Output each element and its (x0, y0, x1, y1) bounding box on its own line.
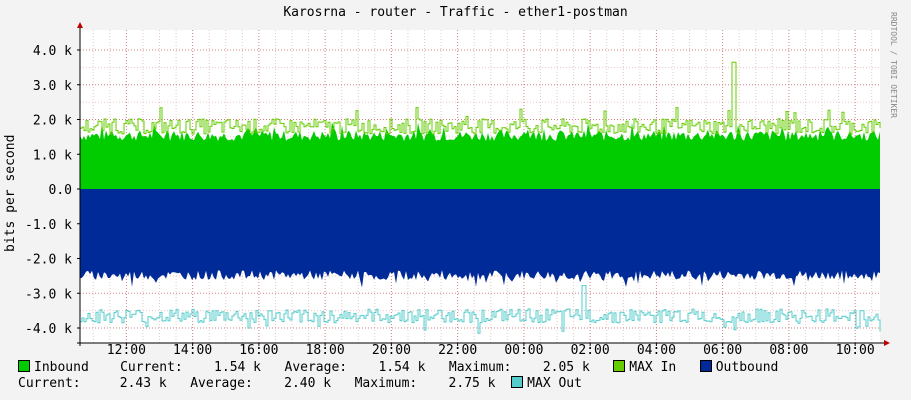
legend-max-out-label: MAX Out (527, 376, 582, 391)
legend-inbound-average-label: Average: (284, 360, 348, 375)
series-layer (80, 61, 881, 334)
y-tick-label: -2.0 k (25, 253, 72, 268)
legend-outbound-average-label: Average: (190, 376, 253, 391)
outbound-swatch (699, 360, 712, 372)
legend-inbound-average-value: 1.54 k (378, 360, 426, 375)
y-tick-label: 0.0 (49, 183, 72, 198)
legend-inbound-current-value: 1.54 k (214, 360, 262, 375)
legend: Inbound Current: 1.54 k Average: 1.54 k … (0, 358, 911, 400)
x-tick-label: 20:00 (372, 343, 411, 358)
legend-outbound-current-label: Current: (18, 376, 81, 391)
x-tick-label: 16:00 (239, 343, 278, 358)
y-tick-labels: 4.0 k 3.0 k 2.0 k 1.0 k 0.0 -1.0 k -2.0 k -3.0 … (25, 44, 72, 337)
x-tick-label: 22:00 (438, 343, 477, 358)
legend-outbound-maximum-value: 2.75 k (448, 376, 496, 391)
x-tick-label: 02:00 (571, 343, 610, 358)
max-out-swatch (511, 376, 524, 388)
x-tick-label: 04:00 (637, 343, 676, 358)
y-tick-label: 4.0 k (33, 44, 72, 59)
x-tick-label: 06:00 (703, 343, 742, 358)
legend-row-outbound: Current: 2.43 k Average: 2.40 k Maximum:… (18, 376, 582, 392)
x-tick-label: 14:00 (173, 343, 212, 358)
legend-inbound-label: Inbound (34, 360, 89, 375)
legend-inbound-maximum-label: Maximum: (448, 360, 512, 375)
x-tick-labels: 12:00 14:00 16:00 18:00 20:00 22:00 00:00 02:00… (107, 343, 875, 358)
max-in-swatch (613, 360, 626, 372)
series-area-outbound (80, 189, 880, 288)
x-axis-arrow (884, 340, 890, 346)
y-tick-label: 3.0 k (33, 79, 72, 94)
legend-max-in-label: MAX In (629, 360, 677, 375)
legend-outbound-average-value: 2.40 k (284, 376, 332, 391)
series-line-max-out (80, 285, 881, 334)
legend-row-inbound: Inbound Current: 1.54 k Average: 1.54 k … (18, 360, 778, 376)
y-tick-label: -1.0 k (25, 218, 72, 233)
series-line-max-in (80, 61, 881, 135)
legend-outbound-maximum-label: Maximum: (354, 376, 418, 391)
y-tick-label: 2.0 k (33, 114, 72, 129)
x-tick-label: 12:00 (107, 343, 146, 358)
chart-title: Karosrna - router - Traffic - ether1-pos… (283, 5, 628, 20)
legend-outbound-current-value: 2.43 k (119, 376, 167, 391)
legend-inbound-current-label: Current: (120, 360, 183, 375)
traffic-chart: 4.0 k 3.0 k 2.0 k 1.0 k 0.0 -1.0 k -2.0 k -3.0 … (25, 22, 890, 358)
y-axis-arrow (77, 22, 83, 28)
x-tick-label: 00:00 (504, 343, 543, 358)
series-area-inbound (80, 121, 880, 189)
inbound-swatch (18, 360, 30, 372)
legend-inbound-maximum-value: 2.05 k (542, 360, 590, 375)
axes (77, 22, 890, 346)
legend-outbound-label: Outbound (715, 360, 779, 375)
y-tick-label: 1.0 k (33, 148, 72, 163)
x-tick-label: 10:00 (836, 343, 875, 358)
x-tick-label: 08:00 (769, 343, 808, 358)
y-tick-label: -4.0 k (25, 322, 72, 337)
y-tick-label: -3.0 k (25, 287, 72, 302)
x-tick-label: 18:00 (306, 343, 345, 358)
